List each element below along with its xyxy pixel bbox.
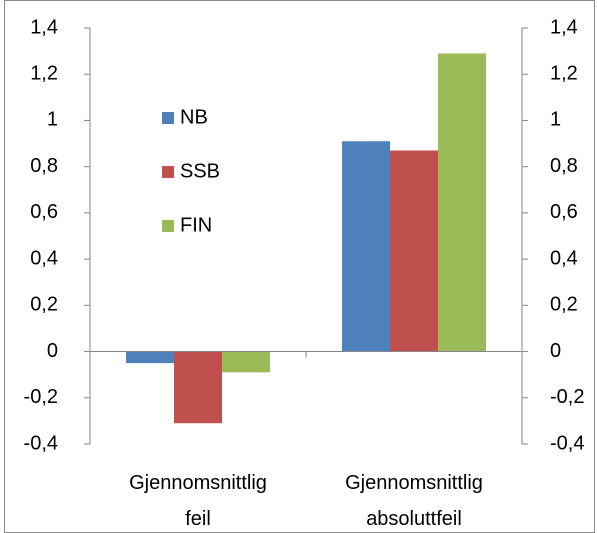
y2-tick-label: 1,4 (550, 16, 578, 38)
legend-swatch (162, 112, 174, 124)
y-tick-label: 1,4 (30, 16, 58, 38)
y-tick-label: 1 (47, 109, 58, 131)
bar (438, 53, 486, 352)
y-tick-label: 1,2 (30, 63, 58, 85)
y-tick-label: -0,4 (24, 432, 58, 454)
bar (222, 351, 270, 373)
bar (342, 141, 390, 352)
x-tick-label: Gjennomsnittlig feil (129, 472, 267, 530)
x-tick-label: Gjennomsnittlig absoluttfeil (345, 472, 483, 530)
bar (126, 351, 174, 364)
y2-tick-label: 0,4 (550, 247, 578, 269)
y-tick-label: 0,2 (30, 294, 58, 316)
bar (174, 351, 222, 424)
y2-tick-label: 0,8 (550, 155, 578, 177)
legend-label: SSB (180, 160, 220, 182)
chart-frame (4, 0, 595, 533)
y-tick-label: -0,2 (24, 386, 58, 408)
legend-label: FIN (180, 214, 212, 236)
y2-tick-label: 1 (550, 109, 561, 131)
y-tick-label: 0,6 (30, 201, 58, 223)
y-tick-label: 0,8 (30, 155, 58, 177)
legend-swatch (162, 166, 174, 178)
y2-tick-label: 0,2 (550, 294, 578, 316)
y2-tick-label: 0,6 (550, 201, 578, 223)
legend-swatch (162, 220, 174, 232)
y2-tick-label: -0,2 (550, 386, 584, 408)
y2-tick-label: -0,4 (550, 432, 584, 454)
y2-tick-label: 0 (550, 340, 561, 362)
legend-label: NB (180, 106, 208, 128)
bar (390, 150, 438, 352)
y-tick-label: 0 (47, 340, 58, 362)
y-tick-label: 0,4 (30, 247, 58, 269)
y2-tick-label: 1,2 (550, 63, 578, 85)
